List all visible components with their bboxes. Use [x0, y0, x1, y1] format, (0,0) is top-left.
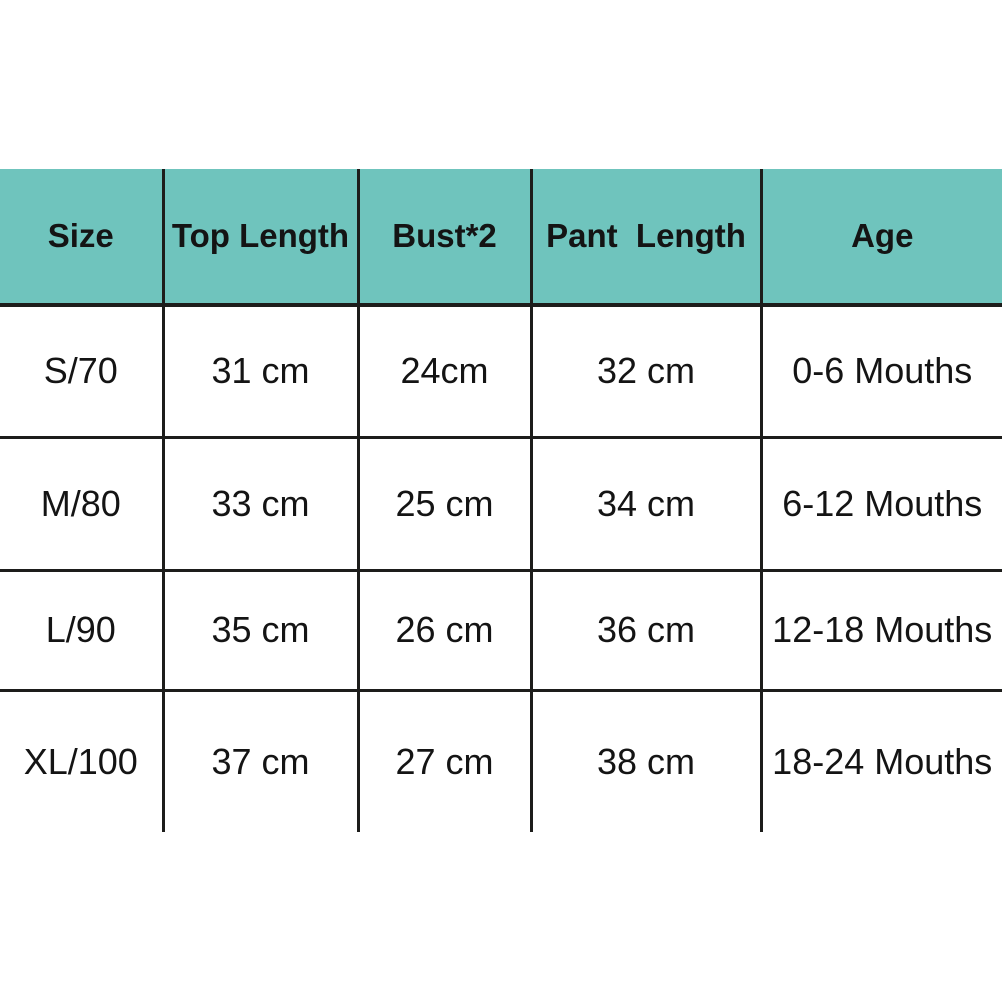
cell-bust: 27 cm — [356, 690, 531, 832]
header-cell-pant-length: Pant Length — [529, 169, 761, 307]
cell-size: L/90 — [0, 570, 163, 692]
cell-size: XL/100 — [0, 690, 163, 832]
cell-top-length: 33 cm — [161, 437, 358, 572]
cell-top-length: 35 cm — [161, 570, 358, 692]
cell-age: 12-18 Mouths — [759, 570, 1002, 692]
table-row-m80: M/80 33 cm 25 cm 34 cm 6-12 Mouths — [0, 437, 1002, 572]
header-cell-bust: Bust*2 — [356, 169, 531, 307]
cell-age: 0-6 Mouths — [759, 305, 1002, 439]
table-row-s70: S/70 31 cm 24cm 32 cm 0-6 Mouths — [0, 305, 1002, 439]
cell-age: 18-24 Mouths — [759, 690, 1002, 832]
cell-pant-length: 34 cm — [529, 437, 761, 572]
header-cell-size: Size — [0, 169, 163, 307]
cell-top-length: 31 cm — [161, 305, 358, 439]
cell-bust: 26 cm — [356, 570, 531, 692]
table-row-l90: L/90 35 cm 26 cm 36 cm 12-18 Mouths — [0, 570, 1002, 692]
cell-bust: 25 cm — [356, 437, 531, 572]
header-cell-top-length: Top Length — [161, 169, 358, 307]
cell-size: M/80 — [0, 437, 163, 572]
header-cell-age: Age — [759, 169, 1002, 307]
cell-pant-length: 32 cm — [529, 305, 761, 439]
cell-pant-length: 38 cm — [529, 690, 761, 832]
header-row: Size Top Length Bust*2 Pant Length Age — [0, 169, 1002, 307]
cell-pant-length: 36 cm — [529, 570, 761, 692]
cell-size: S/70 — [0, 305, 163, 439]
cell-top-length: 37 cm — [161, 690, 358, 832]
cell-age: 6-12 Mouths — [759, 437, 1002, 572]
table-row-xl100: XL/100 37 cm 27 cm 38 cm 18-24 Mouths — [0, 690, 1002, 832]
size-chart-table: Size Top Length Bust*2 Pant Length Age S… — [0, 169, 1002, 832]
cell-bust: 24cm — [356, 305, 531, 439]
